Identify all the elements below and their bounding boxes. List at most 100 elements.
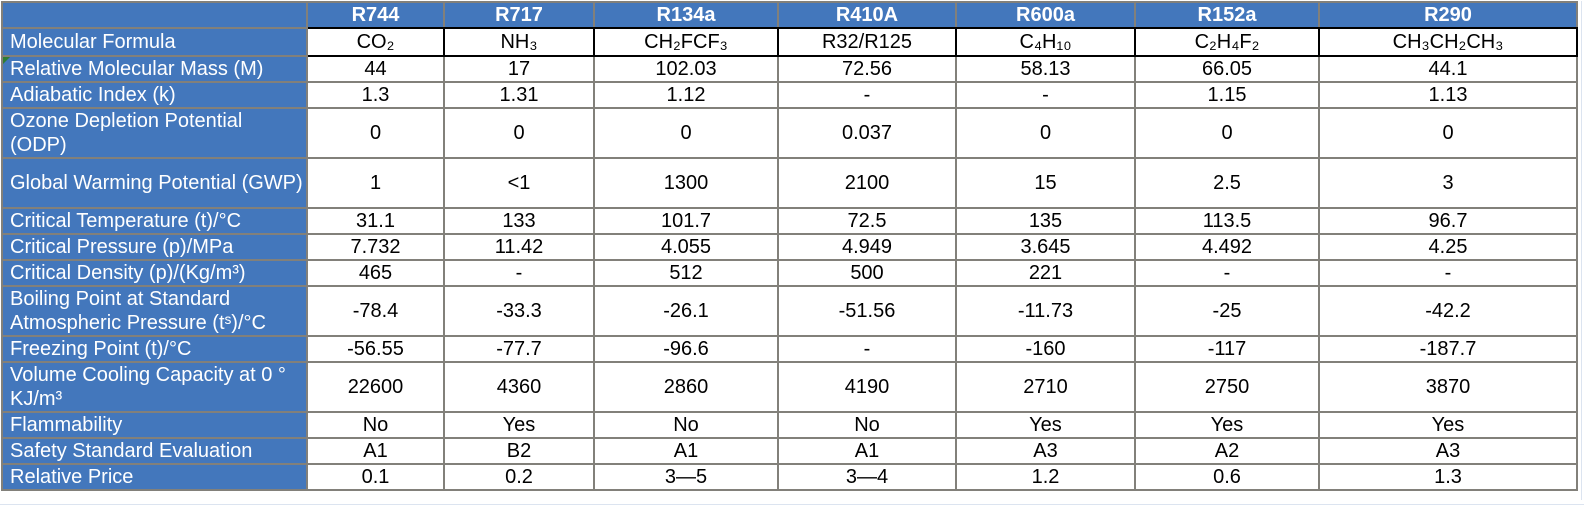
cell-r410a[interactable]: 72.56 [777,55,957,83]
cell-r134a[interactable]: CH₂FCF₃ [593,27,779,57]
cell-r717[interactable]: NH₃ [443,27,595,57]
cell-r152a[interactable]: -25 [1134,285,1320,337]
cell-r290[interactable]: 4.25 [1318,233,1578,261]
cell-r600a[interactable]: -11.73 [955,285,1136,337]
cell-r717[interactable]: Yes [443,411,595,439]
cell-r600a[interactable]: 221 [955,259,1136,287]
cell-r410a[interactable]: 72.5 [777,207,957,235]
cell-r600a[interactable]: 0 [955,107,1136,159]
corner-cell[interactable] [1,1,308,29]
cell-r410a[interactable]: 2100 [777,157,957,209]
cell-r152a[interactable]: C₂H₄F₂ [1134,27,1320,57]
cell-r717[interactable]: 0 [443,107,595,159]
cell-r152a[interactable]: - [1134,259,1320,287]
cell-r744[interactable]: -78.4 [306,285,445,337]
column-header-r717[interactable]: R717 [443,1,595,29]
cell-r134a[interactable]: 1300 [593,157,779,209]
cell-r744[interactable]: 22600 [306,361,445,413]
cell-r600a[interactable]: 2710 [955,361,1136,413]
cell-r744[interactable]: 0.1 [306,463,445,491]
cell-r134a[interactable]: 512 [593,259,779,287]
cell-r134a[interactable]: 4.055 [593,233,779,261]
cell-r717[interactable]: <1 [443,157,595,209]
cell-r717[interactable]: B2 [443,437,595,465]
column-header-r290[interactable]: R290 [1318,1,1578,29]
cell-r290[interactable]: 1.3 [1318,463,1578,491]
cell-r410a[interactable]: 3—4 [777,463,957,491]
cell-r134a[interactable]: -96.6 [593,335,779,363]
cell-r290[interactable]: 3 [1318,157,1578,209]
column-header-r600a[interactable]: R600a [955,1,1136,29]
row-label[interactable]: Critical Pressure (p)/MPa [1,233,308,261]
cell-r152a[interactable]: 0 [1134,107,1320,159]
cell-r152a[interactable]: A2 [1134,437,1320,465]
cell-r290[interactable]: -42.2 [1318,285,1578,337]
cell-r134a[interactable]: A1 [593,437,779,465]
cell-r152a[interactable]: 113.5 [1134,207,1320,235]
cell-r744[interactable]: 1 [306,157,445,209]
cell-r600a[interactable]: - [955,81,1136,109]
cell-r134a[interactable]: 101.7 [593,207,779,235]
row-label[interactable]: Boiling Point at Standard Atmospheric Pr… [1,285,308,337]
column-header-r744[interactable]: R744 [306,1,445,29]
cell-r600a[interactable]: C₄H₁₀ [955,27,1136,57]
cell-r410a[interactable]: 500 [777,259,957,287]
cell-r290[interactable]: Yes [1318,411,1578,439]
cell-r134a[interactable]: No [593,411,779,439]
cell-r744[interactable]: 1.3 [306,81,445,109]
cell-r717[interactable]: -33.3 [443,285,595,337]
cell-r600a[interactable]: A3 [955,437,1136,465]
cell-r134a[interactable]: 0 [593,107,779,159]
row-label[interactable]: Safety Standard Evaluation [1,437,308,465]
row-label[interactable]: Critical Density (p)/(Kg/m³) [1,259,308,287]
cell-r410a[interactable]: -51.56 [777,285,957,337]
cell-r744[interactable]: No [306,411,445,439]
cell-r600a[interactable]: 3.645 [955,233,1136,261]
cell-r744[interactable]: CO₂ [306,27,445,57]
cell-r290[interactable]: CH₃CH₂CH₃ [1318,27,1578,57]
cell-r290[interactable]: 96.7 [1318,207,1578,235]
cell-r600a[interactable]: 15 [955,157,1136,209]
cell-r152a[interactable]: 1.15 [1134,81,1320,109]
cell-r744[interactable]: 44 [306,55,445,83]
cell-r290[interactable]: - [1318,259,1578,287]
cell-r600a[interactable]: 1.2 [955,463,1136,491]
cell-r134a[interactable]: 1.12 [593,81,779,109]
row-label[interactable]: Relative Price [1,463,308,491]
cell-r744[interactable]: 465 [306,259,445,287]
cell-r600a[interactable]: Yes [955,411,1136,439]
cell-r717[interactable]: 0.2 [443,463,595,491]
cell-r410a[interactable]: No [777,411,957,439]
row-label[interactable]: Molecular Formula [1,27,308,57]
cell-r290[interactable]: 0 [1318,107,1578,159]
cell-r410a[interactable]: 0.037 [777,107,957,159]
cell-r717[interactable]: 11.42 [443,233,595,261]
cell-r410a[interactable]: 4190 [777,361,957,413]
cell-r134a[interactable]: 3—5 [593,463,779,491]
cell-r717[interactable]: 4360 [443,361,595,413]
row-label[interactable]: Adiabatic Index (k) [1,81,308,109]
row-label[interactable]: Flammability [1,411,308,439]
cell-r744[interactable]: 0 [306,107,445,159]
cell-r717[interactable]: 1.31 [443,81,595,109]
cell-r744[interactable]: 31.1 [306,207,445,235]
cell-r744[interactable]: 7.732 [306,233,445,261]
cell-r152a[interactable]: 2750 [1134,361,1320,413]
row-label[interactable]: Global Warming Potential (GWP) [1,157,308,209]
row-label[interactable]: Volume Cooling Capacity at 0 ° KJ/m³ [1,361,308,413]
cell-r290[interactable]: 1.13 [1318,81,1578,109]
cell-r134a[interactable]: 2860 [593,361,779,413]
cell-r290[interactable]: 44.1 [1318,55,1578,83]
cell-r290[interactable]: A3 [1318,437,1578,465]
cell-r717[interactable]: 133 [443,207,595,235]
cell-r410a[interactable]: 4.949 [777,233,957,261]
cell-r134a[interactable]: -26.1 [593,285,779,337]
cell-r410a[interactable]: - [777,81,957,109]
row-label[interactable]: Critical Temperature (t)/°C [1,207,308,235]
cell-r152a[interactable]: -117 [1134,335,1320,363]
cell-r410a[interactable]: - [777,335,957,363]
cell-r600a[interactable]: 135 [955,207,1136,235]
column-header-r134a[interactable]: R134a [593,1,779,29]
cell-r600a[interactable]: 58.13 [955,55,1136,83]
cell-r290[interactable]: -187.7 [1318,335,1578,363]
